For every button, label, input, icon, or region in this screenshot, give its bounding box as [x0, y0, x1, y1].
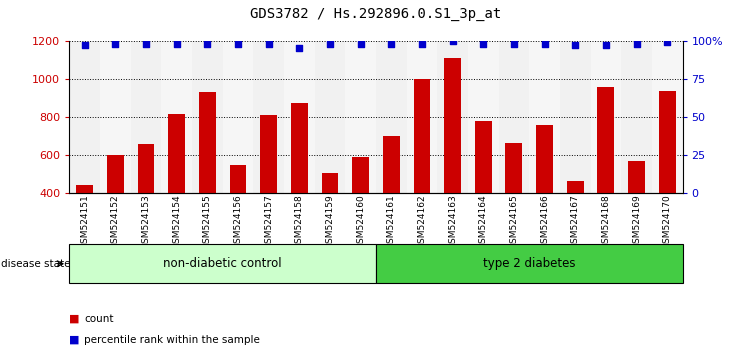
Bar [560, 41, 591, 193]
Bar [437, 41, 468, 193]
Bar [76, 185, 93, 269]
Point [631, 41, 642, 47]
Bar [131, 41, 161, 193]
Point [293, 46, 305, 51]
Bar [315, 41, 345, 193]
Point [79, 42, 91, 48]
Point [140, 41, 152, 47]
Point [600, 42, 612, 48]
Point [477, 41, 489, 47]
Bar [505, 143, 523, 269]
Bar [566, 181, 584, 269]
Bar [383, 136, 400, 269]
Bar [352, 157, 369, 269]
Text: type 2 diabetes: type 2 diabetes [483, 257, 575, 270]
Bar [658, 91, 676, 269]
Bar [468, 41, 499, 193]
Point [416, 41, 428, 47]
Bar [652, 41, 683, 193]
Bar [260, 115, 277, 269]
Bar [199, 92, 216, 269]
Text: percentile rank within the sample: percentile rank within the sample [84, 335, 260, 345]
Point [355, 41, 366, 47]
Bar [168, 114, 185, 269]
Point [201, 41, 213, 47]
Text: GDS3782 / Hs.292896.0.S1_3p_at: GDS3782 / Hs.292896.0.S1_3p_at [250, 7, 502, 21]
Bar [529, 41, 560, 193]
Bar [137, 144, 155, 269]
Bar [591, 41, 621, 193]
Bar [284, 41, 315, 193]
Point [110, 41, 121, 47]
Bar [628, 161, 645, 269]
Point [385, 41, 397, 47]
Text: non-diabetic control: non-diabetic control [164, 257, 282, 270]
Bar [474, 121, 492, 269]
Point [324, 41, 336, 47]
Point [508, 41, 520, 47]
Bar [376, 41, 407, 193]
Text: count: count [84, 314, 113, 324]
Bar [321, 173, 339, 269]
Bar [499, 41, 529, 193]
Bar [413, 79, 431, 269]
Bar [107, 155, 124, 269]
Bar [345, 41, 376, 193]
Point [539, 41, 550, 47]
Bar [229, 165, 247, 269]
Bar [69, 41, 100, 193]
Bar [192, 41, 223, 193]
Bar [161, 41, 192, 193]
Bar [536, 125, 553, 269]
Point [447, 38, 458, 44]
Text: ■: ■ [69, 335, 80, 345]
Point [263, 41, 274, 47]
Point [661, 39, 673, 45]
Bar [291, 103, 308, 269]
Bar [253, 41, 284, 193]
Bar [100, 41, 131, 193]
Point [232, 41, 244, 47]
Text: disease state: disease state [1, 259, 70, 269]
Point [171, 41, 182, 47]
Bar [621, 41, 652, 193]
Bar [444, 58, 461, 269]
Point [569, 42, 581, 48]
Bar [407, 41, 437, 193]
Bar [223, 41, 253, 193]
Bar [597, 87, 615, 269]
Text: ■: ■ [69, 314, 80, 324]
